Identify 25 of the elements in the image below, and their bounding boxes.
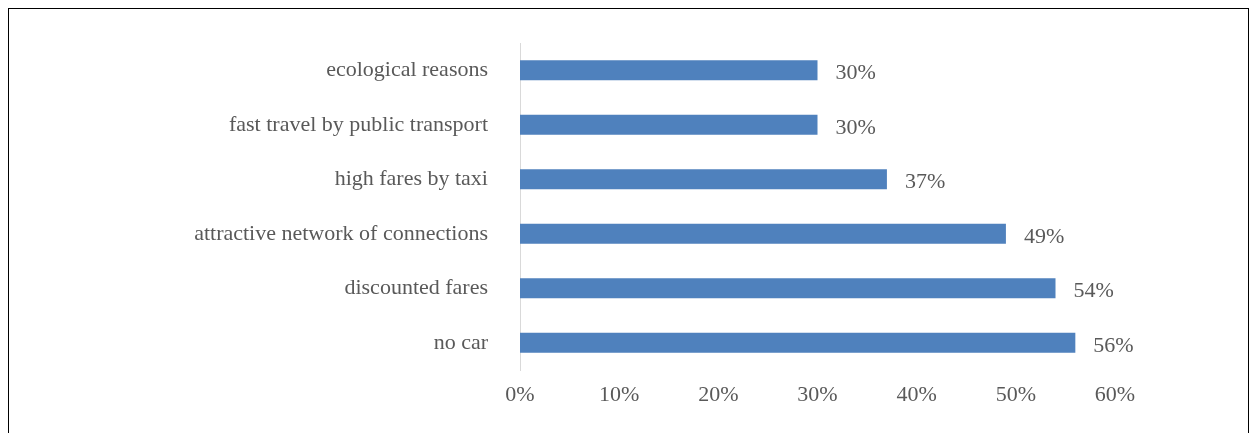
data-label: 30% [835, 59, 876, 85]
bar [520, 332, 1076, 353]
x-tick-label: 10% [599, 380, 640, 406]
data-label: 37% [904, 168, 946, 194]
data-label: 56% [1093, 331, 1134, 357]
bar [520, 169, 887, 190]
x-tick-label: 30% [797, 380, 838, 406]
x-tick-label: 60% [1094, 380, 1136, 406]
x-tick-label: 0% [505, 380, 535, 406]
bar [520, 278, 1056, 299]
x-tick-label: 50% [995, 380, 1036, 406]
bar [520, 114, 818, 135]
data-label: 54% [1073, 277, 1114, 303]
x-tick-label: 40% [896, 380, 937, 406]
y-tick-label: discounted fares [344, 274, 488, 300]
y-tick-label: no car [433, 328, 489, 354]
y-tick-label: high fares by taxi [334, 165, 488, 191]
y-tick-label: fast travel by public transport [228, 110, 488, 136]
data-label: 30% [835, 113, 876, 139]
data-label: 49% [1023, 222, 1065, 248]
y-tick-label: ecological reasons [326, 56, 488, 82]
x-tick-label: 20% [698, 380, 739, 406]
y-tick-label: attractive network of connections [194, 219, 488, 245]
bar [520, 223, 1006, 244]
bar [520, 60, 818, 81]
